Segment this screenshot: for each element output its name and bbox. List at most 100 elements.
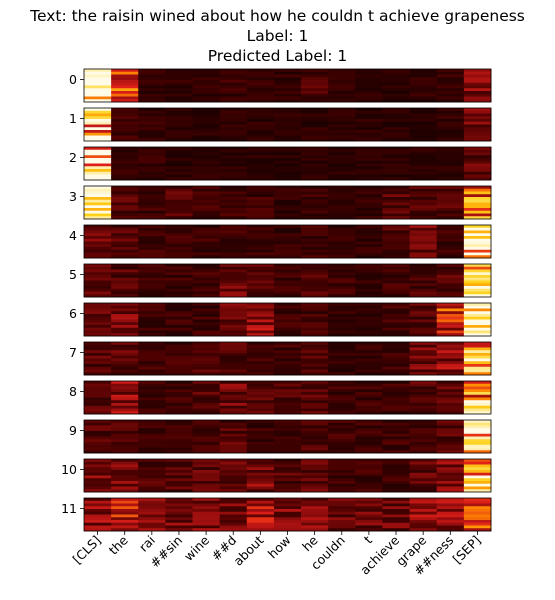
heat-cell [463,383,492,387]
heat-cell [246,255,275,259]
heat-cell [463,241,492,245]
heat-cell [328,528,356,532]
heat-cell [219,191,248,195]
heat-cell [301,303,329,307]
heat-cell [409,436,438,440]
heat-cell [463,422,492,426]
heat-cell [355,325,383,329]
heat-cell [84,110,112,114]
heat-cell [219,197,248,201]
layer-panel-10: 10 [61,458,492,493]
heat-cell [463,347,492,351]
heat-cell [436,470,465,474]
heat-cell [165,361,193,365]
heat-cell [192,381,221,385]
heat-cell [165,91,193,95]
heat-cell [382,119,410,123]
heat-cell [436,158,465,162]
heat-cell [165,439,193,443]
heat-cell [219,319,248,323]
heat-cell [436,96,465,100]
heat-cell [165,392,193,396]
heat-cell [192,400,221,404]
heat-cell [301,447,329,451]
heat-cell [111,422,139,426]
heat-cell [328,291,356,295]
heat-cell [246,71,275,75]
heat-cell [138,364,166,368]
heat-cell [409,205,438,209]
heat-cell [273,199,302,203]
heat-cell [355,305,383,309]
heat-cell [219,69,248,73]
heat-cell [138,127,166,131]
heat-cell [84,163,112,167]
heat-cell [382,269,410,273]
heat-cell [219,372,248,376]
heat-cell [138,277,166,281]
y-tick-label: 2 [69,150,77,165]
heat-cell [273,405,302,409]
heat-cell [273,108,302,112]
heat-cell [138,74,166,78]
heat-cell [273,85,302,89]
heat-cell [382,152,410,156]
heat-cell [463,121,492,125]
heat-cell [409,464,438,468]
heat-cell [382,308,410,312]
heat-cell [246,347,275,351]
heat-cell [355,361,383,365]
heat-cell [301,520,329,524]
heat-cell [436,121,465,125]
heat-cell [273,397,302,401]
heat-cell [355,355,383,359]
heat-cell [219,291,248,295]
heat-cell [328,459,356,463]
heat-cell [84,439,112,443]
heat-cell [301,517,329,521]
heat-cell [328,478,356,482]
heat-cell [301,272,329,276]
heat-cell [111,503,139,507]
heat-cell [138,308,166,312]
heat-cell [463,342,492,346]
y-tick-label: 3 [69,189,77,204]
heat-cell [219,369,248,373]
heat-cell [246,431,275,435]
heat-cell [273,186,302,190]
heat-cell [355,138,383,142]
heat-cell [409,475,438,479]
heat-cell [219,525,248,529]
heat-cell [463,116,492,120]
heat-cell [328,386,356,390]
heat-cell [463,528,492,532]
heat-cell [355,520,383,524]
heat-cell [301,444,329,448]
heat-cell [138,444,166,448]
heat-cell [382,303,410,307]
heat-cell [192,525,221,529]
heat-cell [409,283,438,287]
heat-cell [192,130,221,134]
heat-cell [111,366,139,370]
heat-cell [355,481,383,485]
heat-cell [165,478,193,482]
heat-cell [328,347,356,351]
panel-frame [83,107,492,142]
heat-cell [382,316,410,320]
heat-cell [409,186,438,190]
heat-cell [382,369,410,373]
heat-cell [138,397,166,401]
heat-cell [273,227,302,231]
heat-cell [246,119,275,123]
heat-cell [219,80,248,84]
heat-cell [436,174,465,178]
heat-cell [301,308,329,312]
heat-cell [301,216,329,220]
heat-cell [219,163,248,167]
heat-cell [165,147,193,151]
heat-cell [409,408,438,412]
heat-cell [328,506,356,510]
layer-panel-5: 5 [69,263,492,298]
heat-cell [138,236,166,240]
